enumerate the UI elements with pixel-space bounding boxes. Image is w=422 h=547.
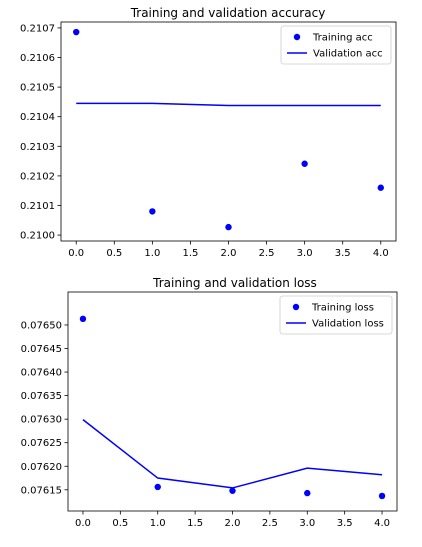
loss-chart-title: Training and validation loss bbox=[152, 276, 317, 290]
loss-legend-box bbox=[279, 295, 393, 335]
accuracy-xtick-label: 1.0 bbox=[144, 248, 160, 259]
loss-training-point bbox=[154, 483, 161, 491]
accuracy-training-point bbox=[73, 28, 80, 36]
accuracy-xtick-label: 3.5 bbox=[335, 248, 351, 259]
accuracy-ytick-label: 0.2104 bbox=[20, 112, 55, 123]
accuracy-legend-label: Validation acc bbox=[313, 49, 383, 60]
loss-xtick-label: 2.5 bbox=[262, 518, 278, 529]
loss-legend-point-marker bbox=[292, 303, 300, 311]
loss-xtick-label: 1.5 bbox=[187, 518, 203, 529]
loss-legend: Training loss Validation loss bbox=[279, 295, 393, 335]
accuracy-legend-point-marker bbox=[293, 33, 301, 41]
loss-legend-label: Validation loss bbox=[312, 319, 384, 330]
accuracy-training-point bbox=[225, 223, 232, 231]
accuracy-xtick-label: 2.0 bbox=[221, 248, 237, 259]
loss-training-point bbox=[79, 315, 87, 323]
loss-ytick-label: 0.07630 bbox=[21, 415, 62, 426]
loss-xtick-label: 4.0 bbox=[374, 518, 390, 529]
loss-training-point bbox=[304, 489, 311, 497]
accuracy-xtick-label: 0.0 bbox=[68, 248, 84, 259]
accuracy-xtick-label: 3.0 bbox=[297, 248, 313, 259]
accuracy-xtick-label: 4.0 bbox=[373, 248, 389, 259]
accuracy-xtick-label: 0.5 bbox=[106, 248, 122, 259]
loss-ytick-label: 0.07620 bbox=[21, 462, 62, 473]
accuracy-ytick-label: 0.2100 bbox=[20, 231, 55, 242]
loss-training-point bbox=[378, 492, 386, 500]
accuracy-chart-title: Training and validation accuracy bbox=[130, 6, 326, 20]
loss-ytick-label: 0.07625 bbox=[21, 438, 62, 449]
loss-xtick-label: 0.0 bbox=[75, 518, 91, 529]
loss-chart: Training and validation loss 0.0 0.5 1.0 1.… bbox=[21, 276, 398, 529]
loss-ytick-label: 0.07615 bbox=[21, 485, 62, 496]
loss-ytick-label: 0.07645 bbox=[21, 344, 62, 355]
accuracy-legend: Training acc Validation acc bbox=[280, 25, 392, 65]
accuracy-chart: Training and validation accuracy 0.0 0.5 1… bbox=[20, 6, 397, 259]
loss-xtick-label: 3.5 bbox=[337, 518, 353, 529]
loss-ytick-label: 0.07640 bbox=[21, 368, 62, 379]
loss-xtick-label: 2.0 bbox=[225, 518, 241, 529]
loss-xtick-label: 0.5 bbox=[112, 518, 128, 529]
accuracy-ytick-label: 0.2101 bbox=[20, 201, 55, 212]
loss-validation-line bbox=[82, 419, 383, 489]
accuracy-ytick-label: 0.2103 bbox=[20, 142, 55, 153]
loss-training-point bbox=[229, 487, 236, 494]
accuracy-validation-line bbox=[76, 102, 381, 107]
accuracy-ytick-label: 0.2106 bbox=[20, 53, 55, 64]
accuracy-xtick-label: 1.5 bbox=[182, 248, 198, 259]
accuracy-ytick-label: 0.2105 bbox=[20, 83, 55, 94]
accuracy-xtick-label: 2.5 bbox=[259, 248, 275, 259]
accuracy-legend-box bbox=[280, 25, 392, 65]
loss-ytick-label: 0.07650 bbox=[21, 320, 62, 331]
accuracy-training-point bbox=[377, 184, 384, 191]
loss-legend-label: Training loss bbox=[311, 303, 374, 314]
accuracy-training-point bbox=[301, 160, 308, 167]
accuracy-training-point bbox=[149, 208, 156, 215]
loss-xtick-label: 3.0 bbox=[299, 518, 315, 529]
loss-ytick-label: 0.07635 bbox=[21, 391, 62, 402]
accuracy-ytick-label: 0.2107 bbox=[20, 23, 55, 34]
accuracy-ytick-label: 0.2102 bbox=[20, 171, 55, 182]
accuracy-legend-label: Training acc bbox=[312, 33, 373, 44]
loss-xtick-label: 1.0 bbox=[150, 518, 166, 529]
